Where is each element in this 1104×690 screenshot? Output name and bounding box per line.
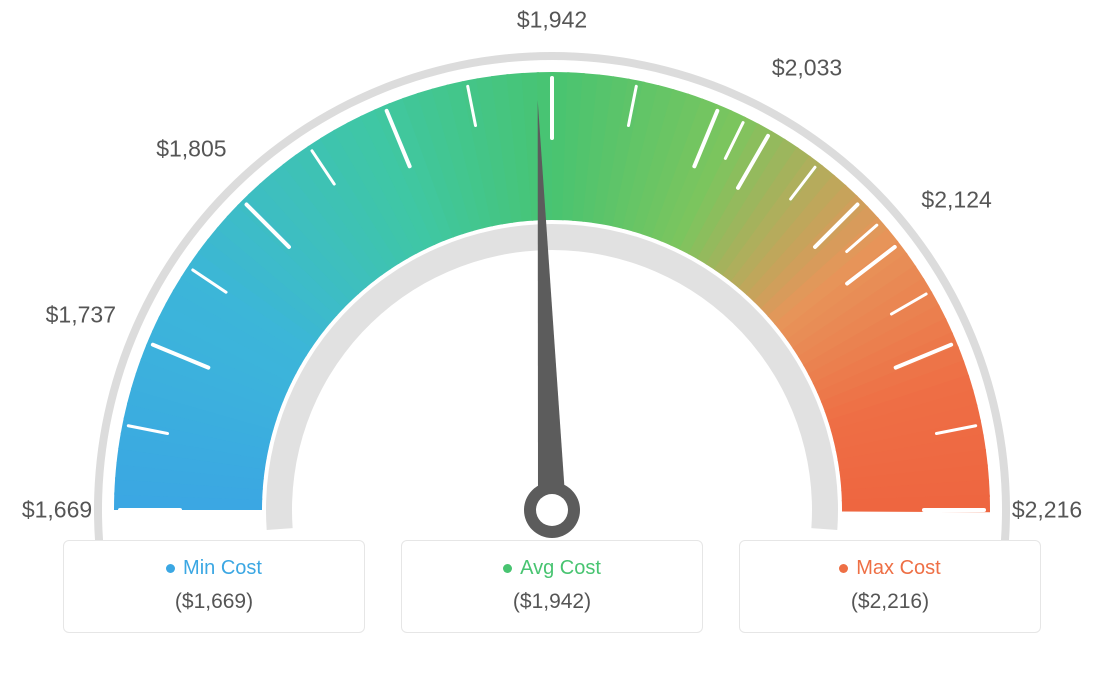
legend-dot-avg [503, 564, 512, 573]
legend-card-min: Min Cost ($1,669) [63, 540, 365, 633]
gauge-tick-label: $1,942 [517, 7, 587, 34]
legend-title-min: Min Cost [166, 557, 262, 580]
legend-dot-min [166, 564, 175, 573]
gauge-tick-label: $1,805 [156, 136, 226, 163]
legend-title-max: Max Cost [839, 557, 940, 580]
legend-value-avg: ($1,942) [402, 590, 702, 614]
legend-title-avg: Avg Cost [503, 557, 601, 580]
legend-title-max-text: Max Cost [856, 557, 940, 580]
legend-title-min-text: Min Cost [183, 557, 262, 580]
gauge-tick-label: $1,737 [46, 301, 116, 328]
gauge-chart: $1,669 $1,737 $1,805 $1,942 $2,033 $2,124 $2,2… [0, 0, 1104, 540]
legend-value-min: ($1,669) [64, 590, 364, 614]
legend-card-max: Max Cost ($2,216) [739, 540, 1041, 633]
gauge-tick-label: $1,669 [22, 497, 92, 524]
gauge-svg [0, 0, 1104, 540]
legend-card-avg: Avg Cost ($1,942) [401, 540, 703, 633]
gauge-tick-label: $2,216 [1012, 497, 1082, 524]
gauge-tick-label: $2,124 [921, 186, 991, 213]
legend-row: Min Cost ($1,669) Avg Cost ($1,942) Max … [0, 540, 1104, 653]
legend-title-avg-text: Avg Cost [520, 557, 601, 580]
gauge-tick-label: $2,033 [772, 55, 842, 82]
legend-value-max: ($2,216) [740, 590, 1040, 614]
legend-dot-max [839, 564, 848, 573]
